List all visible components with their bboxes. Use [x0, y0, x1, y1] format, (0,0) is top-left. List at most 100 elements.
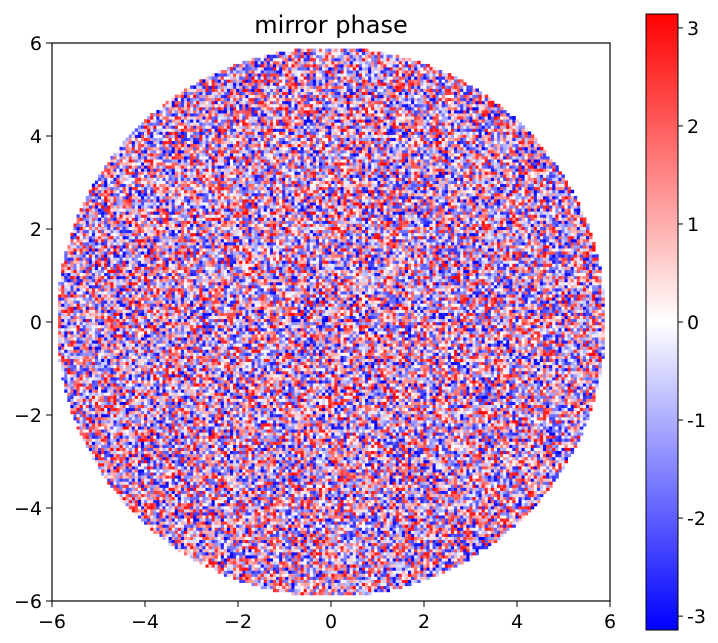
heatmap-cell	[387, 530, 390, 533]
heatmap-cell	[399, 521, 402, 524]
heatmap-cell	[255, 478, 258, 481]
heatmap-cell	[411, 573, 414, 576]
heatmap-cell	[175, 460, 178, 463]
heatmap-cell	[509, 463, 512, 466]
heatmap-cell	[356, 487, 359, 490]
heatmap-cell	[202, 506, 205, 509]
heatmap-cell	[365, 457, 368, 460]
heatmap-cell	[221, 503, 224, 506]
heatmap-cell	[294, 540, 297, 543]
heatmap-cell	[433, 509, 436, 512]
heatmap-cell	[383, 561, 386, 564]
heatmap-cell	[356, 589, 359, 592]
heatmap-cell	[380, 524, 383, 527]
heatmap-cell	[322, 491, 325, 494]
heatmap-cell	[279, 518, 282, 521]
heatmap-cell	[264, 546, 267, 549]
heatmap-cell	[402, 506, 405, 509]
heatmap-cell	[150, 469, 153, 472]
heatmap-cell	[454, 466, 457, 469]
heatmap-cell	[380, 518, 383, 521]
heatmap-cell	[181, 524, 184, 527]
heatmap-cell	[273, 503, 276, 506]
heatmap-cell	[264, 540, 267, 543]
heatmap-cell	[150, 457, 153, 460]
heatmap-cell	[371, 570, 374, 573]
heatmap-cell	[248, 518, 251, 521]
heatmap-cell	[227, 497, 230, 500]
heatmap-cell	[92, 457, 95, 460]
heatmap-cell	[184, 478, 187, 481]
heatmap-cell	[291, 512, 294, 515]
heatmap-cell	[147, 463, 150, 466]
heatmap-cell	[488, 469, 491, 472]
heatmap-cell	[233, 487, 236, 490]
heatmap-cell	[423, 466, 426, 469]
heatmap-cell	[334, 515, 337, 518]
heatmap-cell	[543, 484, 546, 487]
heatmap-cell	[371, 515, 374, 518]
heatmap-cell	[399, 466, 402, 469]
heatmap-cell	[301, 484, 304, 487]
heatmap-cell	[353, 460, 356, 463]
heatmap-cell	[279, 549, 282, 552]
heatmap-cell	[218, 460, 221, 463]
heatmap-cell	[417, 466, 420, 469]
heatmap-cell	[377, 506, 380, 509]
heatmap-cell	[436, 533, 439, 536]
heatmap-cell	[476, 472, 479, 475]
heatmap-cell	[426, 537, 429, 540]
heatmap-cell	[399, 475, 402, 478]
heatmap-cell	[153, 475, 156, 478]
heatmap-cell	[264, 570, 267, 573]
heatmap-cell	[371, 484, 374, 487]
heatmap-cell	[325, 537, 328, 540]
heatmap-cell	[466, 533, 469, 536]
heatmap-cell	[448, 561, 451, 564]
heatmap-cell	[230, 530, 233, 533]
heatmap-cell	[313, 537, 316, 540]
heatmap-cell	[236, 515, 239, 518]
heatmap-cell	[230, 512, 233, 515]
heatmap-cell	[525, 463, 528, 466]
heatmap-cell	[212, 530, 215, 533]
heatmap-cell	[374, 472, 377, 475]
heatmap-cell	[255, 457, 258, 460]
heatmap-cell	[209, 518, 212, 521]
heatmap-cell	[282, 530, 285, 533]
heatmap-cell	[159, 460, 162, 463]
heatmap-cell	[423, 506, 426, 509]
heatmap-cell	[362, 573, 365, 576]
heatmap-cell	[402, 555, 405, 558]
heatmap-cell	[429, 570, 432, 573]
heatmap-cell	[291, 555, 294, 558]
heatmap-cell	[285, 500, 288, 503]
heatmap-cell	[319, 503, 322, 506]
heatmap-cell	[313, 546, 316, 549]
heatmap-cell	[218, 478, 221, 481]
heatmap-cell	[319, 576, 322, 579]
heatmap-cell	[522, 497, 525, 500]
heatmap-cell	[393, 521, 396, 524]
heatmap-cell	[144, 475, 147, 478]
heatmap-cell	[205, 457, 208, 460]
heatmap-cell	[328, 527, 331, 530]
heatmap-cell	[328, 475, 331, 478]
heatmap-cell	[522, 515, 525, 518]
heatmap-cell	[337, 475, 340, 478]
heatmap-cell	[334, 524, 337, 527]
heatmap-cell	[270, 524, 273, 527]
heatmap-cell	[365, 537, 368, 540]
heatmap-cell	[337, 546, 340, 549]
heatmap-cell	[423, 478, 426, 481]
heatmap-cell	[224, 506, 227, 509]
heatmap-cell	[500, 530, 503, 533]
heatmap-cell	[488, 487, 491, 490]
heatmap-cell	[491, 481, 494, 484]
heatmap-cell	[196, 500, 199, 503]
heatmap-cell	[485, 503, 488, 506]
heatmap-cell	[215, 472, 218, 475]
heatmap-cell	[248, 506, 251, 509]
heatmap-cell	[138, 494, 141, 497]
heatmap-cell	[436, 469, 439, 472]
